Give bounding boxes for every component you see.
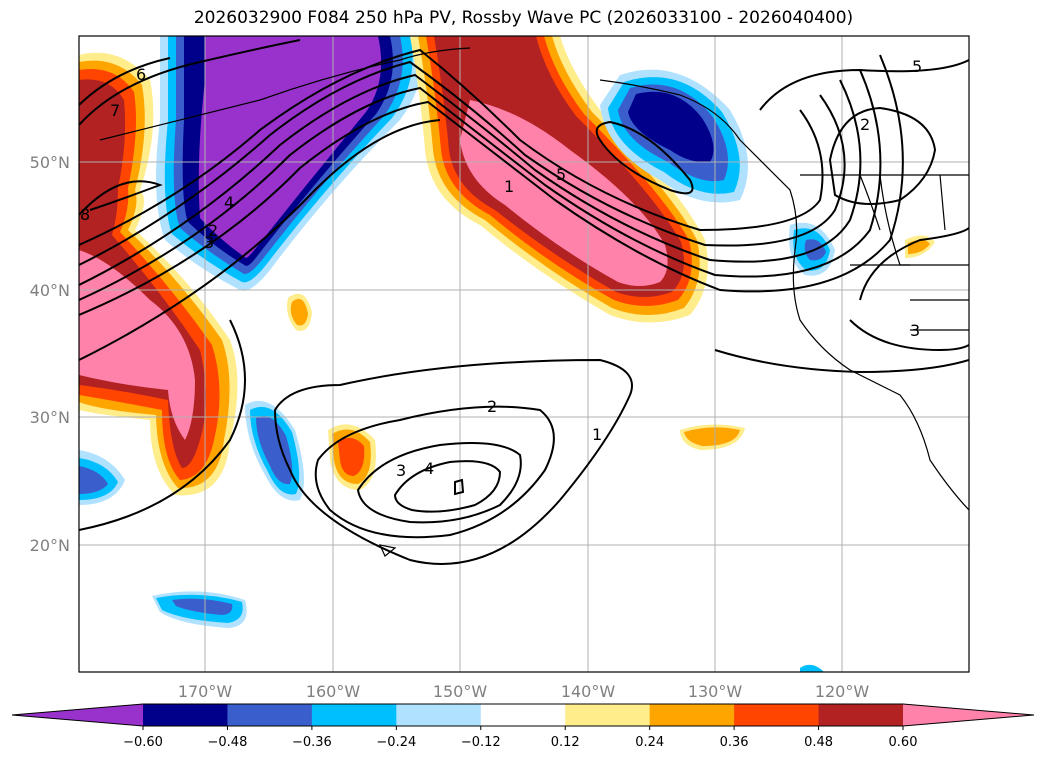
colorbar-label: −0.36 xyxy=(292,735,332,750)
colorbar-segment xyxy=(311,704,397,726)
colorbar-label: 0.12 xyxy=(551,735,580,750)
rossby-pc-contours xyxy=(79,39,969,565)
colorbar-segment xyxy=(734,704,820,726)
contour-label: 2 xyxy=(208,221,218,240)
colorbar-label: 0.36 xyxy=(720,735,749,750)
colorbar-segment xyxy=(649,704,735,726)
pv-shading-layer xyxy=(79,36,935,672)
colorbar-segment xyxy=(143,704,228,726)
colorbar-segment xyxy=(565,704,651,726)
contour-label: 3 xyxy=(204,233,214,252)
colorbar-label: −0.48 xyxy=(208,735,248,750)
lon-label: 120°W xyxy=(815,682,870,701)
contour-label: 3 xyxy=(910,321,920,340)
lat-label: 20°N xyxy=(30,536,70,555)
colorbar-label: −0.24 xyxy=(376,735,416,750)
contour-label: 1 xyxy=(592,425,602,444)
contour-label: 4 xyxy=(424,459,434,478)
lon-label: 160°W xyxy=(306,682,361,701)
map-title: 2026032900 F084 250 hPa PV, Rossby Wave … xyxy=(193,8,854,28)
colorbar-segment xyxy=(396,704,482,726)
colorbar-label: −0.60 xyxy=(123,735,163,750)
contour-label: 6 xyxy=(136,65,146,84)
latitude-labels: 50°N 40°N 30°N 20°N xyxy=(30,153,70,555)
colorbar-segment xyxy=(227,704,313,726)
lon-label: 140°W xyxy=(561,682,616,701)
lon-label: 170°W xyxy=(178,682,233,701)
colorbar-segment xyxy=(480,704,566,726)
colorbar-label: 0.60 xyxy=(889,735,918,750)
contour-label: 8 xyxy=(80,205,90,224)
contour-label: 3 xyxy=(396,461,406,480)
colorbar-segment xyxy=(818,704,904,726)
lat-label: 40°N xyxy=(30,281,70,300)
colorbar-label: 0.48 xyxy=(804,735,833,750)
colorbar-label: −0.12 xyxy=(461,735,501,750)
lat-label: 50°N xyxy=(30,153,70,172)
colorbar-extend-high xyxy=(903,704,1034,726)
lat-label: 30°N xyxy=(30,408,70,427)
longitude-labels: 170°W 160°W 150°W 140°W 130°W 120°W xyxy=(178,682,870,701)
contour-labels: 6 7 8 4 3 2 1 5 2 1 3 4 5 2 3 xyxy=(80,57,922,480)
lon-label: 130°W xyxy=(688,682,743,701)
coastlines xyxy=(99,47,969,557)
contour-label: 4 xyxy=(224,193,234,212)
colorbar-extend-low xyxy=(12,704,143,726)
contour-label: 2 xyxy=(860,115,870,134)
contour-label: 1 xyxy=(504,177,514,196)
contour-label: 5 xyxy=(556,165,566,184)
lon-label: 150°W xyxy=(433,682,488,701)
map-frame xyxy=(78,35,970,673)
contour-label: 2 xyxy=(487,397,497,416)
colorbar: −0.60 −0.48 −0.36 −0.24 −0.12 0.12 0.24 0.36 0.4… xyxy=(11,703,1035,750)
contour-label: 7 xyxy=(110,101,120,120)
colorbar-label: 0.24 xyxy=(635,735,664,750)
contour-label: 5 xyxy=(912,57,922,76)
